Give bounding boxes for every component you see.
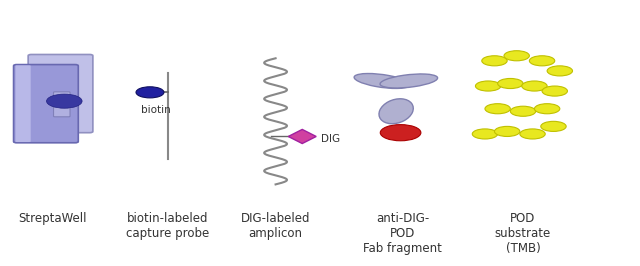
Circle shape <box>529 56 555 66</box>
Text: DIG-labeled
amplicon: DIG-labeled amplicon <box>241 212 310 240</box>
Circle shape <box>522 81 547 91</box>
Circle shape <box>495 126 520 136</box>
Circle shape <box>476 81 501 91</box>
Circle shape <box>520 129 545 139</box>
Text: anti-DIG-
POD
Fab fragment: anti-DIG- POD Fab fragment <box>363 212 442 255</box>
Circle shape <box>136 87 164 98</box>
FancyBboxPatch shape <box>54 92 70 117</box>
Text: DIG: DIG <box>321 134 340 144</box>
FancyBboxPatch shape <box>13 65 78 143</box>
Circle shape <box>47 94 82 108</box>
FancyBboxPatch shape <box>28 55 93 133</box>
FancyBboxPatch shape <box>15 65 31 142</box>
Text: POD
substrate
(TMB): POD substrate (TMB) <box>495 212 551 255</box>
Text: StreptaWell: StreptaWell <box>18 212 86 225</box>
Circle shape <box>498 78 523 89</box>
Circle shape <box>380 125 421 141</box>
Ellipse shape <box>380 74 438 88</box>
Text: biotin: biotin <box>141 105 171 115</box>
Circle shape <box>541 121 566 131</box>
Circle shape <box>472 129 498 139</box>
Circle shape <box>542 86 568 96</box>
Circle shape <box>534 104 560 114</box>
Circle shape <box>482 56 507 66</box>
Circle shape <box>485 104 510 114</box>
Text: biotin-labeled
capture probe: biotin-labeled capture probe <box>126 212 209 240</box>
Polygon shape <box>288 130 316 144</box>
Ellipse shape <box>354 73 410 89</box>
Circle shape <box>504 51 529 61</box>
Circle shape <box>547 66 573 76</box>
Circle shape <box>510 106 536 116</box>
Ellipse shape <box>379 99 413 124</box>
